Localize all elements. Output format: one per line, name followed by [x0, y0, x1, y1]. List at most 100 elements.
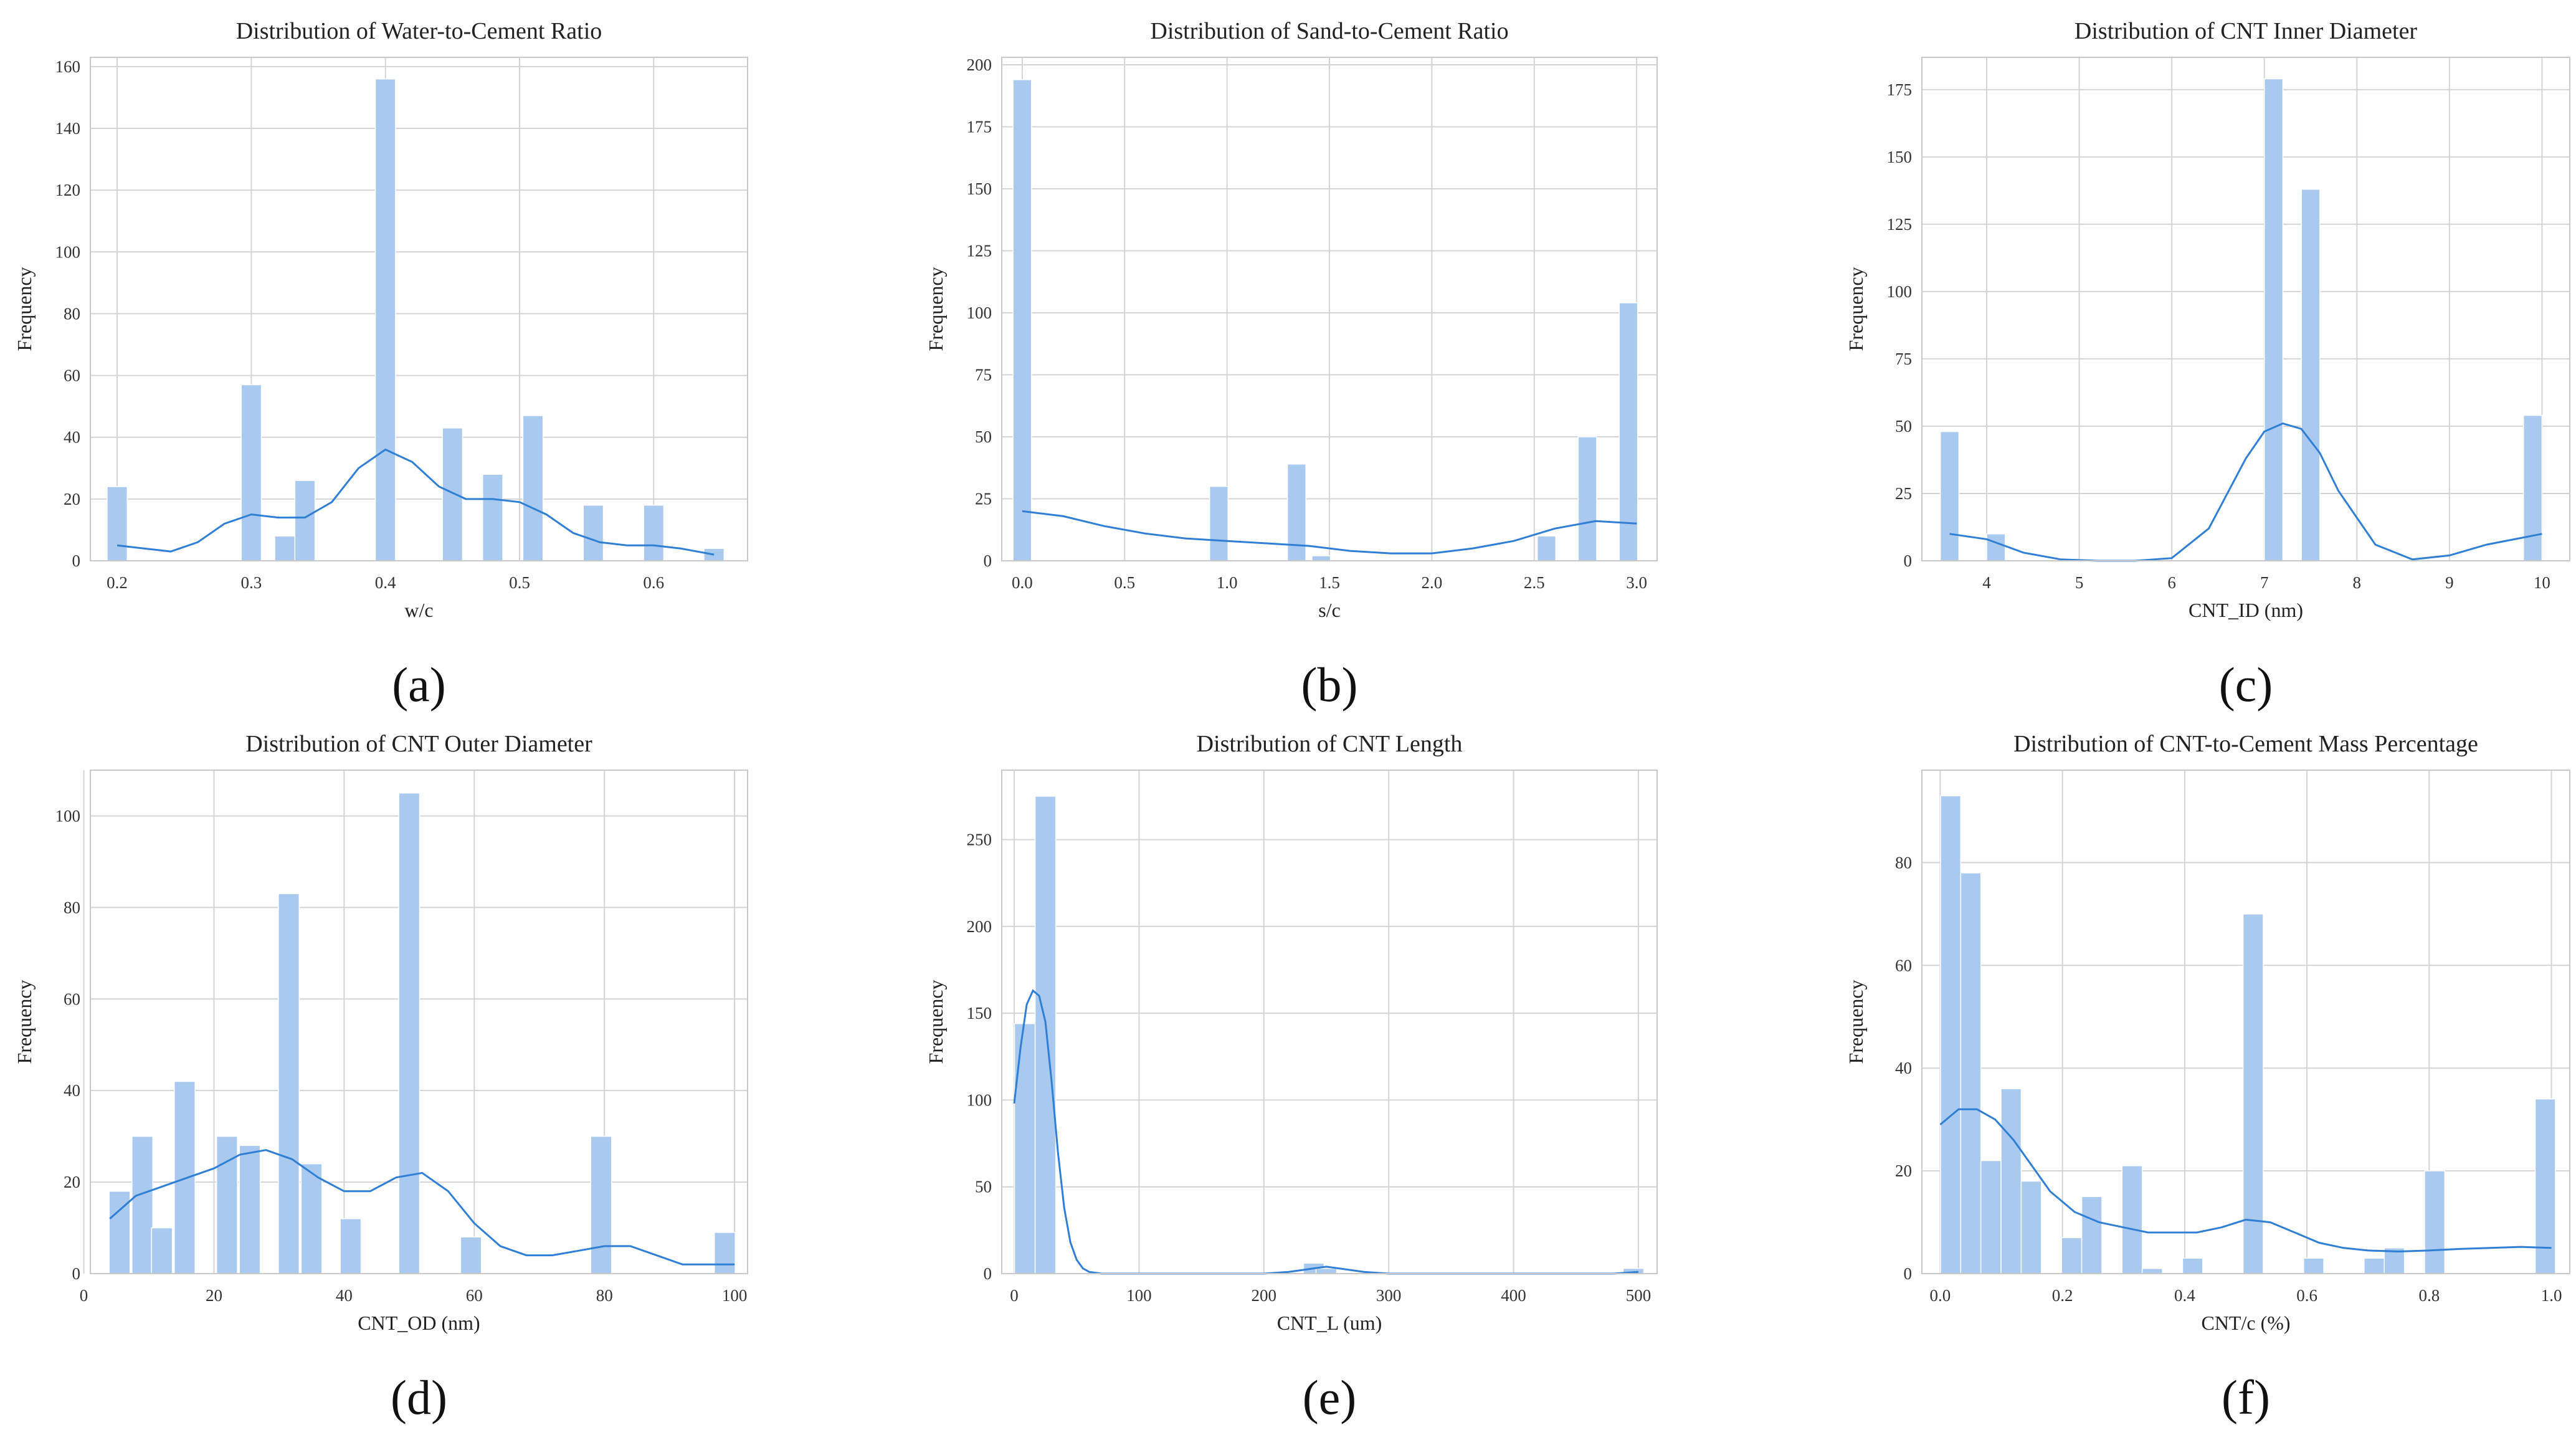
chart-f: 0.0 0.2 0.4 0.6 0.8 1.0 0 20 40 60 80 Distribution … — [1845, 731, 2570, 1424]
histogram-bar[interactable] — [1315, 1267, 1338, 1274]
x-tick-label: 0 — [80, 1286, 88, 1305]
histogram-bar[interactable] — [2182, 1257, 2203, 1274]
chart-e: 0 100 200 300 400 500 0 50 100 150 200 250 Distribut… — [924, 731, 1658, 1424]
x-tick-label: 100 — [1126, 1286, 1152, 1305]
histogram-bar[interactable] — [2263, 78, 2284, 561]
histogram-bar[interactable] — [2121, 1165, 2143, 1274]
x-tick-label: 7 — [2260, 573, 2269, 592]
x-tick-label: 9 — [2445, 573, 2454, 592]
histogram-bar[interactable] — [2081, 1196, 2103, 1274]
histogram-bar[interactable] — [2242, 913, 2264, 1274]
x-tick-label: 3.0 — [1626, 573, 1647, 592]
histogram-bar[interactable] — [1618, 302, 1638, 561]
y-tick-label: 0 — [72, 551, 81, 570]
histogram-bar[interactable] — [300, 1163, 323, 1274]
y-axis-label: Frequency — [1845, 980, 1867, 1064]
histogram-bar[interactable] — [643, 505, 665, 561]
histogram-bar[interactable] — [278, 893, 300, 1274]
histogram-bar[interactable] — [173, 1080, 196, 1274]
y-tick-label: 200 — [967, 917, 992, 936]
histogram-bar[interactable] — [590, 1135, 612, 1274]
histogram-bar[interactable] — [2522, 414, 2543, 561]
histogram-bar[interactable] — [2301, 188, 2321, 561]
histogram-bar[interactable] — [216, 1135, 238, 1274]
histogram-bar[interactable] — [460, 1236, 482, 1274]
panel-label: (a) — [392, 657, 446, 712]
histogram-bar[interactable] — [1940, 795, 1962, 1274]
kde-line — [116, 448, 715, 556]
y-tick-label: 20 — [64, 1173, 80, 1191]
plot-frame — [1921, 57, 2570, 561]
y-tick-label: 40 — [64, 428, 80, 447]
chart-title: Distribution of Water-to-Cement Ratio — [236, 18, 602, 44]
x-tick-label: 0.0 — [1930, 1286, 1951, 1305]
y-tick-label: 0 — [984, 1264, 992, 1283]
x-tick-label: 20 — [206, 1286, 222, 1305]
histogram-bar[interactable] — [1986, 533, 2006, 561]
y-axis-label: Frequency — [924, 980, 947, 1064]
y-tick-label: 50 — [1895, 417, 1912, 436]
histogram-bar[interactable] — [522, 415, 544, 561]
histogram-bar[interactable] — [2534, 1098, 2556, 1274]
chart-b: 0.0 0.5 1.0 1.5 2.0 2.5 3.0 0 25 50 75 100 125 150 175… — [924, 18, 1658, 712]
histogram-bar[interactable] — [1577, 436, 1597, 561]
x-axis-label: w/c — [404, 599, 433, 621]
histogram-bar[interactable] — [2000, 1088, 2022, 1274]
x-tick-label: 0.5 — [509, 573, 530, 592]
histogram-bar[interactable] — [131, 1135, 154, 1274]
histogram-bar[interactable] — [713, 1232, 736, 1274]
y-tick-label: 40 — [1895, 1059, 1912, 1077]
chart-title: Distribution of CNT-to-Cement Mass Perce… — [2013, 731, 2478, 757]
x-tick-label: 0.4 — [2174, 1286, 2195, 1305]
histogram-bar[interactable] — [1960, 872, 1982, 1274]
y-tick-label: 160 — [55, 57, 81, 76]
x-axis-label: CNT_ID (nm) — [2189, 599, 2303, 621]
histogram-bar[interactable] — [2020, 1180, 2042, 1274]
x-tick-label: 4 — [1982, 573, 1991, 592]
histogram-bar[interactable] — [107, 486, 128, 561]
histogram-bar[interactable] — [398, 792, 421, 1274]
y-tick-label: 175 — [1887, 80, 1913, 99]
histogram-bar[interactable] — [151, 1227, 173, 1274]
y-tick-label: 80 — [64, 898, 80, 917]
histogram-bar[interactable] — [294, 480, 316, 561]
histogram-bar[interactable] — [239, 1145, 261, 1274]
histogram-bar[interactable] — [1012, 79, 1032, 561]
histogram-bar[interactable] — [1014, 1023, 1036, 1274]
plot-frame — [1921, 770, 2570, 1274]
histogram-bar[interactable] — [1980, 1160, 2002, 1274]
histogram-bar[interactable] — [582, 505, 604, 561]
chart-title: Distribution of Sand-to-Cement Ratio — [1150, 18, 1508, 44]
x-tick-label: 0 — [1010, 1286, 1019, 1305]
histogram-bar[interactable] — [1209, 485, 1229, 561]
histogram-bar[interactable] — [2141, 1268, 2163, 1274]
x-tick-label: 0.3 — [240, 573, 262, 592]
histogram-bar[interactable] — [1536, 535, 1557, 561]
x-tick-label: 0.0 — [1012, 573, 1033, 592]
x-tick-label: 8 — [2353, 573, 2362, 592]
y-tick-label: 100 — [55, 806, 81, 825]
y-tick-label: 20 — [64, 490, 80, 508]
histogram-bar[interactable] — [1939, 431, 1960, 561]
y-tick-label: 150 — [967, 179, 992, 198]
histogram-bar[interactable] — [2061, 1237, 2083, 1274]
histogram-bar[interactable] — [2424, 1170, 2446, 1274]
histogram-bar[interactable] — [482, 474, 503, 561]
x-tick-label: 400 — [1501, 1286, 1526, 1305]
y-tick-label: 20 — [1895, 1161, 1912, 1180]
kde-line — [1022, 510, 1637, 555]
histogram-bar[interactable] — [374, 78, 396, 561]
histogram-bar[interactable] — [240, 384, 262, 561]
kde-line — [1949, 422, 2542, 562]
kde-line — [1939, 1108, 2552, 1253]
histogram-bar[interactable] — [1311, 555, 1331, 561]
x-tick-label: 0.2 — [2052, 1286, 2073, 1305]
histogram-bar[interactable] — [1034, 796, 1057, 1274]
histogram-bar[interactable] — [2303, 1257, 2324, 1274]
histogram-bar[interactable] — [274, 535, 296, 561]
x-axis-label: CNT_OD (nm) — [358, 1312, 480, 1334]
histogram-bar[interactable] — [2364, 1257, 2385, 1274]
histogram-bar[interactable] — [442, 427, 463, 561]
histogram-bar[interactable] — [340, 1218, 362, 1274]
x-tick-label: 100 — [722, 1286, 748, 1305]
